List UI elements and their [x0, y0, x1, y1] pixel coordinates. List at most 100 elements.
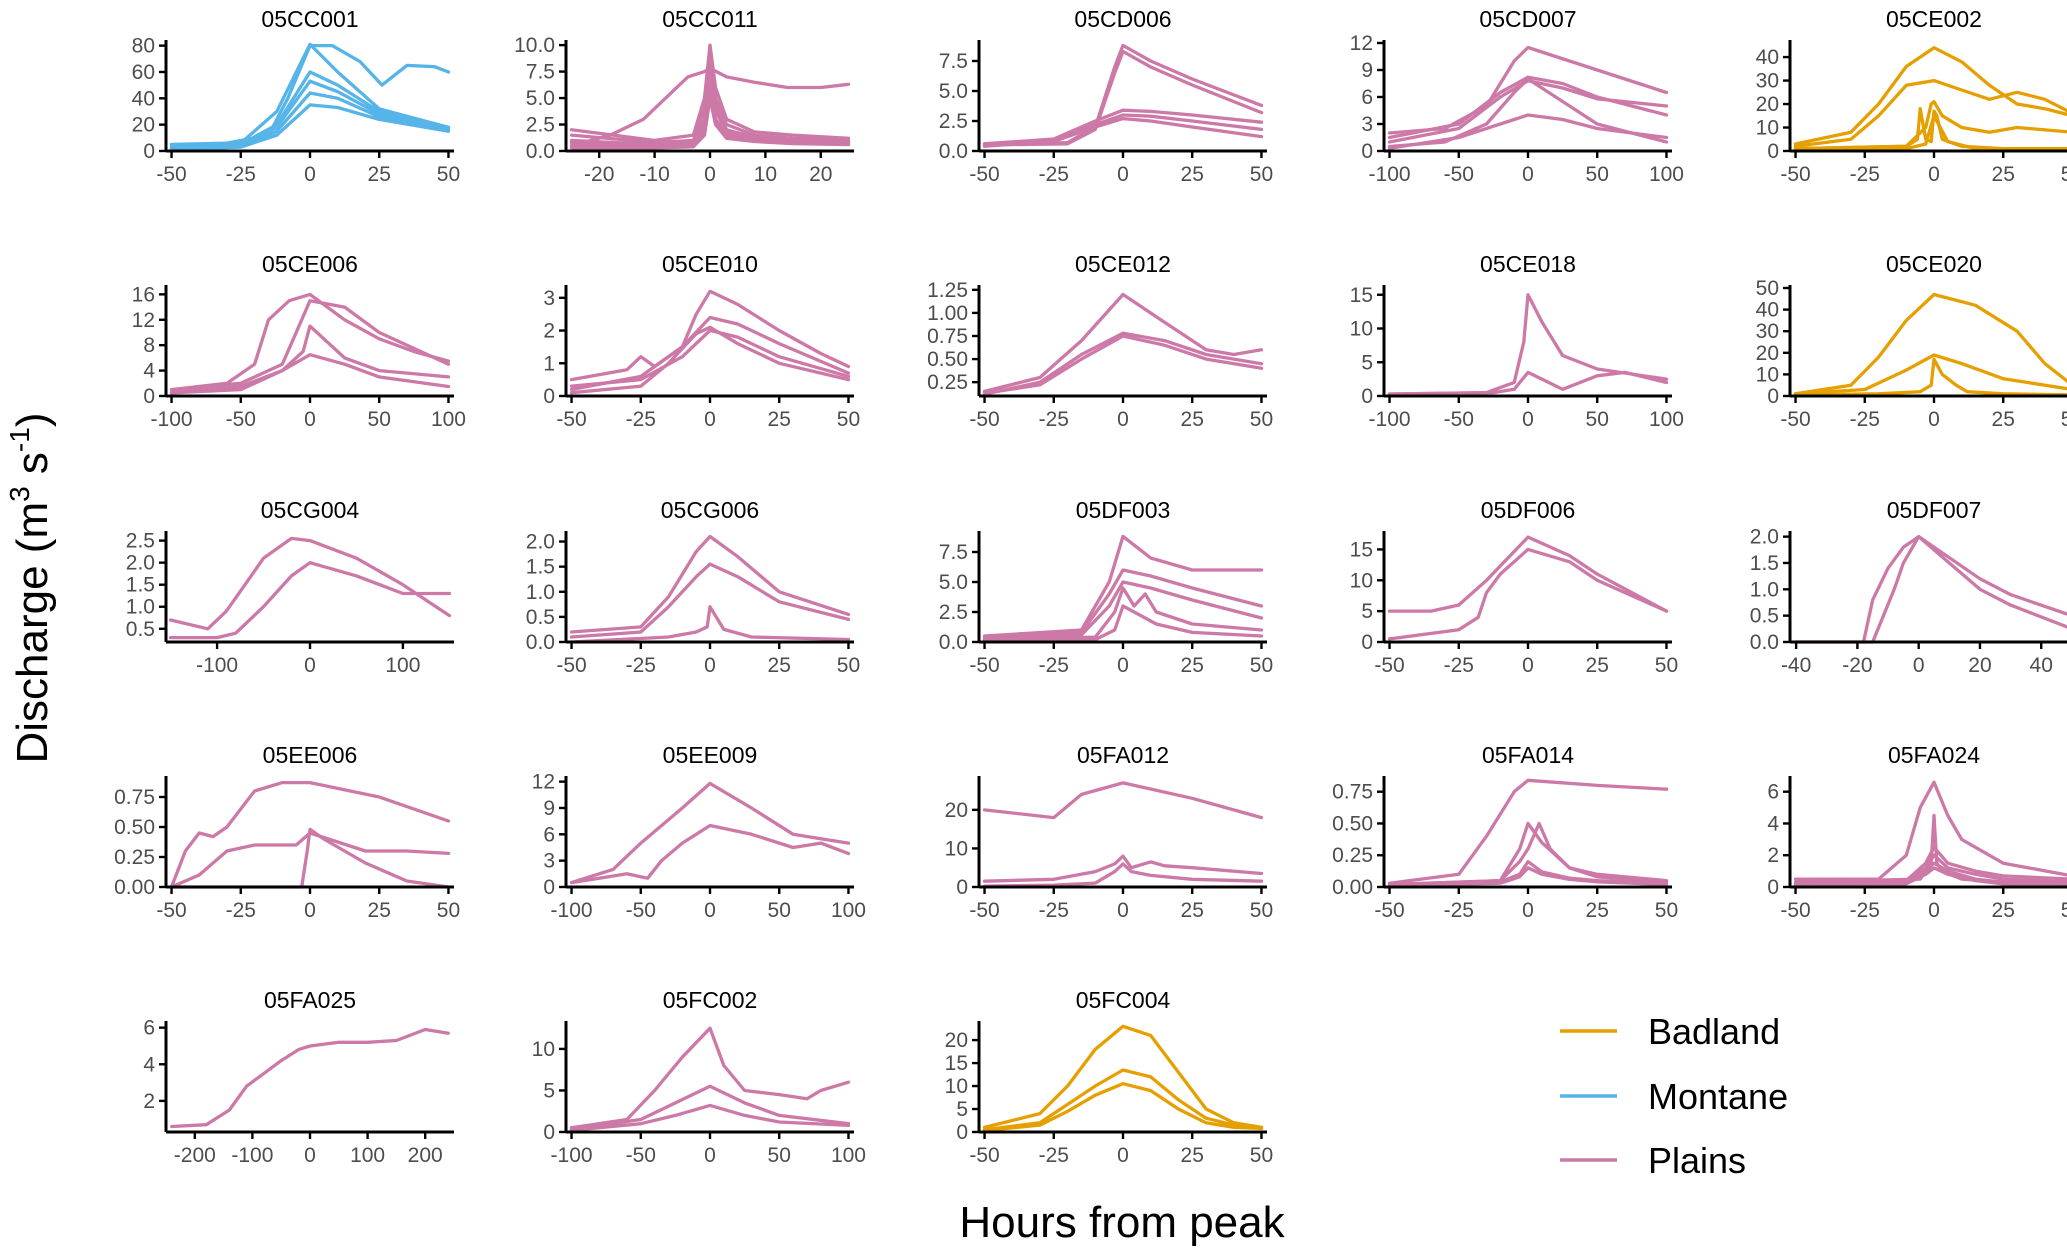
y-tick-label: 1.0 — [526, 581, 555, 604]
series-line-5 — [169, 91, 451, 152]
panel-05CE012: 05CE012 0.250.500.751.001.25 -50 -25 0 25 50 — [927, 251, 1273, 431]
x-tick-label: 50 — [368, 408, 391, 431]
x-tick-label: 50 — [1586, 163, 1609, 186]
y-tick-label: 20 — [1756, 342, 1779, 365]
x-tick-label: 50 — [1250, 163, 1273, 186]
series-line-4 — [982, 586, 1264, 642]
panel-05CC011: 05CC011 0.0 2.5 5.0 7.5 10.0 -20 -10 0 10 20 — [514, 6, 854, 186]
x-tick-label: 0 — [704, 1144, 716, 1167]
panel-title: 05DF003 — [1076, 497, 1171, 523]
x-tick-label: 50 — [837, 654, 860, 677]
panel-title: 05CE006 — [262, 251, 358, 277]
x-tick-label: 0 — [304, 654, 316, 677]
x-tick-label: 0 — [1913, 654, 1925, 677]
y-tick-label: 4 — [143, 1053, 155, 1076]
y-tick-label: 10 — [945, 837, 968, 860]
x-tick-label: 0 — [1928, 408, 1940, 431]
y-tick-label: 10 — [532, 1038, 555, 1061]
y-tick-label: 0.75 — [114, 786, 155, 809]
y-tick-label: 20 — [132, 114, 155, 137]
y-tick-label: 2.0 — [1750, 526, 1779, 549]
x-tick-label: 25 — [1992, 163, 2015, 186]
y-tick-label: 8 — [143, 334, 155, 357]
y-tick-label: 5.0 — [939, 571, 968, 594]
y-tick-label: 5 — [543, 1079, 555, 1102]
y-tick-label: 0.75 — [927, 325, 968, 348]
x-axis-label: Hours from peak — [959, 1198, 1285, 1247]
x-tick-label: -50 — [969, 163, 999, 186]
y-tick-label: 0.00 — [114, 876, 155, 899]
y-tick-label: 0.0 — [939, 140, 968, 163]
series-line-1 — [1793, 292, 2067, 396]
series-line-1 — [982, 292, 1264, 394]
panel-05DF003: 05DF003 0.0 2.5 5.0 7.5 -50 -25 0 25 50 — [939, 497, 1273, 677]
x-tick-label: -50 — [1444, 408, 1474, 431]
series-line-1 — [1793, 780, 2067, 881]
x-tick-label: 0 — [304, 1144, 316, 1167]
panel-title: 05FC004 — [1076, 987, 1171, 1013]
series-line-2 — [1794, 534, 2067, 644]
panel-title: 05FA014 — [1482, 742, 1574, 768]
x-tick-label: 100 — [831, 1144, 866, 1167]
x-tick-label: 0 — [1117, 899, 1129, 922]
panel-05EE006: 05EE006 0.00 0.25 0.50 0.75 -50 -25 0 25 50 — [114, 742, 460, 922]
x-tick-label: 25 — [1586, 899, 1609, 922]
panel-05CE010: 05CE010 0 1 2 3 -50 -25 0 25 50 — [543, 251, 860, 431]
y-tick-label: 12 — [532, 771, 555, 794]
y-tick-label: 0.00 — [1332, 876, 1373, 899]
series-line-5 — [1387, 866, 1669, 888]
y-tick-label: 6 — [543, 823, 555, 846]
x-tick-label: 0 — [1117, 1144, 1129, 1167]
x-tick-label: 50 — [1250, 1144, 1273, 1167]
x-tick-label: -50 — [1374, 654, 1404, 677]
series-line-1 — [569, 781, 851, 885]
series-line-1 — [1387, 778, 1669, 885]
series-line-2 — [1387, 75, 1669, 140]
x-tick-label: -50 — [226, 408, 256, 431]
y-tick-label: 0 — [143, 140, 155, 163]
x-tick-label: -100 — [551, 1144, 593, 1167]
x-tick-label: -50 — [156, 899, 186, 922]
y-tick-label: 0 — [1361, 631, 1373, 654]
x-tick-label: 100 — [1649, 163, 1684, 186]
series-line-1 — [170, 1027, 450, 1129]
legend-label: Badland — [1648, 1011, 1780, 1052]
x-tick-label: 50 — [437, 899, 460, 922]
panel-05DF006: 05DF006 0 5 10 15 -50 -25 0 25 50 — [1350, 497, 1679, 677]
panel-05CC001: 05CC001 0 20 40 60 80 -50 -25 0 25 50 — [132, 6, 461, 186]
series-line-2 — [1387, 821, 1669, 887]
series-line-2 — [1793, 78, 2067, 148]
legend: Badland Montane Plains — [1560, 1011, 1788, 1181]
series-line-1 — [982, 781, 1264, 820]
y-tick-label: 1.25 — [927, 279, 968, 302]
x-tick-label: 50 — [2061, 408, 2067, 431]
x-tick-label: 25 — [1181, 899, 1204, 922]
series-line-2 — [982, 1068, 1264, 1132]
y-tick-label: 4 — [143, 360, 155, 383]
series-line-1 — [1793, 46, 2067, 146]
series-line-2 — [168, 561, 452, 640]
series-line-2 — [1387, 547, 1669, 641]
y-tick-label: 10 — [1756, 363, 1779, 386]
y-tick-label: 40 — [1756, 46, 1779, 69]
y-tick-label: 0.25 — [927, 371, 968, 394]
y-tick-label: 0.50 — [927, 348, 968, 371]
y-tick-label: 2.5 — [939, 601, 968, 624]
series-line-3 — [169, 324, 451, 395]
series-line-1 — [169, 780, 451, 889]
x-tick-label: 25 — [1992, 408, 2015, 431]
panel-05CD006: 05CD006 0.0 2.5 5.0 7.5 -50 -25 0 25 50 — [939, 6, 1273, 186]
panel-title: 05FA024 — [1888, 742, 1980, 768]
series-line-2 — [569, 315, 851, 392]
x-tick-label: -25 — [626, 654, 656, 677]
x-tick-label: 50 — [837, 408, 860, 431]
x-tick-label: 10 — [754, 163, 777, 186]
x-tick-label: -25 — [1850, 163, 1880, 186]
x-tick-label: 50 — [1250, 899, 1273, 922]
series-line-2 — [169, 299, 451, 392]
y-tick-label: 0.5 — [1750, 605, 1779, 628]
panel-05FA024: 05FA024 0 2 4 6 -50 -25 0 25 50 — [1767, 742, 2067, 922]
x-tick-label: -50 — [626, 899, 656, 922]
y-tick-label: 5.0 — [939, 80, 968, 103]
